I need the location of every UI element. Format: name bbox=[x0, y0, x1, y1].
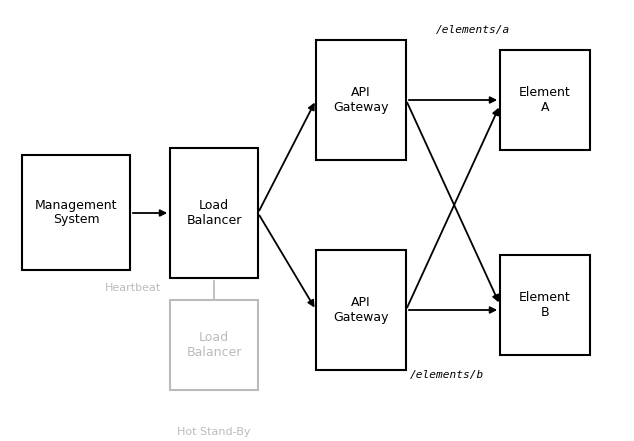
FancyBboxPatch shape bbox=[170, 148, 258, 278]
Text: Load
Balancer: Load Balancer bbox=[186, 199, 242, 227]
FancyBboxPatch shape bbox=[170, 300, 258, 390]
Text: Management
System: Management System bbox=[35, 198, 117, 227]
FancyBboxPatch shape bbox=[316, 40, 406, 160]
FancyBboxPatch shape bbox=[316, 250, 406, 370]
Text: API
Gateway: API Gateway bbox=[333, 296, 389, 324]
Text: Element
A: Element A bbox=[519, 86, 571, 114]
Text: Load
Balancer: Load Balancer bbox=[186, 331, 242, 359]
Text: Hot Stand-By: Hot Stand-By bbox=[178, 427, 251, 437]
FancyBboxPatch shape bbox=[500, 50, 590, 150]
Text: API
Gateway: API Gateway bbox=[333, 86, 389, 114]
Text: /elements/a: /elements/a bbox=[436, 25, 510, 35]
FancyBboxPatch shape bbox=[22, 155, 130, 270]
Text: Element
B: Element B bbox=[519, 291, 571, 319]
FancyBboxPatch shape bbox=[500, 255, 590, 355]
Text: Heartbeat: Heartbeat bbox=[105, 283, 161, 293]
Text: /elements/b: /elements/b bbox=[410, 370, 484, 380]
